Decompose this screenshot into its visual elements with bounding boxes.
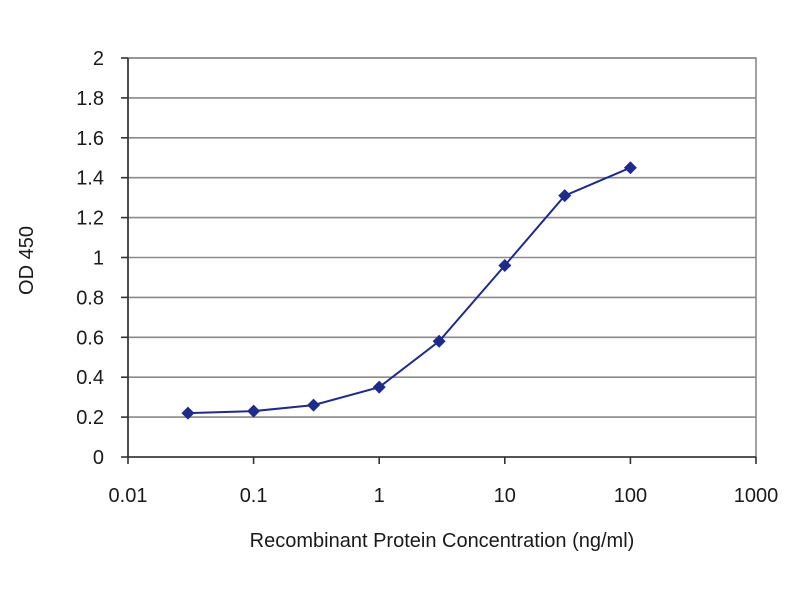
y-tick-label: 1.6 <box>76 128 104 150</box>
y-tick-label: 1.4 <box>76 168 104 190</box>
y-tick-label: 1.2 <box>76 208 104 230</box>
data-point <box>558 189 572 203</box>
y-tick-label: 0.8 <box>76 287 104 309</box>
y-tick-label: 0.2 <box>76 407 104 429</box>
data-point <box>372 380 386 394</box>
y-axis-title: OD 450 <box>16 226 38 295</box>
y-tick-label: 0 <box>93 447 104 469</box>
grid <box>128 57 756 418</box>
data-point <box>181 406 195 420</box>
data-point <box>247 404 261 418</box>
x-axis-title: Recombinant Protein Concentration (ng/ml… <box>250 530 635 552</box>
y-tick-labels: 0 0.2 0.4 0.6 0.8 1 1.2 1.4 1.6 1.8 2 <box>76 48 104 469</box>
y-tick-label: 2 <box>93 48 104 70</box>
data-series <box>181 161 637 420</box>
y-tick-label: 1.8 <box>76 88 104 110</box>
series-line <box>187 166 631 415</box>
data-point <box>623 161 637 175</box>
y-tick-label: 0.4 <box>76 367 104 389</box>
x-tick-labels: 0.01 0.1 1 10 100 1000 <box>109 485 779 507</box>
axes <box>121 57 757 464</box>
data-point <box>307 398 321 412</box>
x-tick-label: 10 <box>494 485 516 507</box>
data-point <box>432 334 446 348</box>
y-tick-label: 0.6 <box>76 327 104 349</box>
data-point <box>498 258 512 272</box>
y-tick-label: 1 <box>93 248 104 270</box>
x-tick-label: 100 <box>614 485 647 507</box>
x-tick-label: 0.01 <box>109 485 148 507</box>
x-tick-label: 1 <box>374 485 385 507</box>
x-tick-label: 0.1 <box>240 485 268 507</box>
x-tick-label: 1000 <box>734 485 779 507</box>
